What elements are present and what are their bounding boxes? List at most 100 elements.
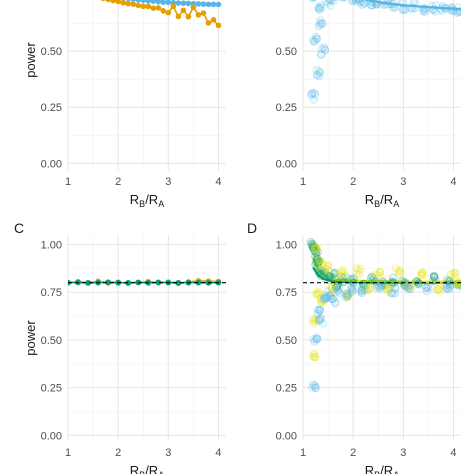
panel-4: 1 2 3 4 0.00 0.25 0.50 0.75 1.00 RB/RA D: [247, 220, 461, 474]
scatter-point: [431, 1, 440, 10]
scatter-point: [310, 314, 319, 323]
y-tick-label: 0.75: [41, 287, 62, 299]
scatter-point: [402, 282, 411, 291]
scatter-point: [328, 294, 337, 303]
scatter-point: [436, 282, 445, 291]
scatter-point: [357, 0, 365, 2]
scatter-point: [375, 282, 384, 291]
scatter-point: [347, 285, 356, 294]
scatter-point: [444, 285, 453, 294]
scatter-point: [359, 0, 368, 6]
scatter-point: [402, 281, 411, 290]
series-3: [68, 279, 222, 286]
scatter-point: [358, 289, 367, 298]
scatter-point: [314, 268, 323, 277]
scatter-point: [313, 248, 322, 257]
scatter-point: [315, 4, 324, 13]
scatter-point: [349, 274, 358, 283]
scatter-point: [315, 72, 324, 81]
fitted-curve: [312, 257, 461, 283]
y-tick-label: 0.50: [276, 46, 297, 58]
scatter-point: [380, 279, 389, 288]
scatter-point: [438, 7, 447, 16]
scatter-point: [343, 293, 352, 302]
scatter-point: [391, 3, 400, 12]
scatter-point: [316, 272, 325, 281]
scatter-point: [316, 314, 325, 323]
scatter-point: [387, 288, 396, 297]
scatter-point: [328, 295, 337, 304]
scatter-point: [311, 252, 320, 261]
series-point: [210, 1, 217, 8]
scatter-point: [324, 266, 333, 275]
scatter-point: [389, 273, 398, 282]
scatter-point: [317, 298, 326, 307]
x-tick-label: 4: [215, 176, 221, 188]
scatter-point: [324, 0, 332, 3]
scatter-point: [314, 258, 323, 267]
scatter-point: [347, 277, 356, 286]
scatter-point: [318, 259, 327, 268]
scatter-point: [325, 0, 334, 4]
scatter-point: [315, 5, 324, 14]
scatter-point: [364, 284, 373, 293]
scatter-point: [383, 0, 392, 6]
scatter-point: [411, 0, 420, 7]
scatter-point: [342, 290, 351, 299]
scatter-point: [316, 270, 325, 279]
scatter-point: [312, 71, 321, 80]
scatter-point: [450, 270, 459, 279]
scatter-point: [384, 285, 393, 294]
scatter-point: [341, 272, 350, 281]
scatter-point: [330, 268, 339, 277]
scatter-point: [447, 4, 456, 13]
scatter-point: [429, 5, 438, 14]
scatter-point: [307, 240, 316, 249]
scatter-point: [366, 0, 375, 3]
scatter-point: [404, 284, 413, 293]
y-tick-label: 0.25: [41, 102, 62, 114]
x-tick-label: 3: [400, 176, 406, 188]
scatter-point: [313, 244, 322, 253]
scatter-point: [315, 256, 324, 265]
scatter-point: [326, 291, 335, 300]
scatter-point: [396, 268, 405, 277]
scatter-point: [311, 384, 320, 393]
x-tick-label: 4: [450, 447, 456, 459]
scatter-point: [439, 3, 448, 12]
scatter-point: [395, 265, 404, 274]
scatter-point: [376, 271, 385, 280]
scatter-point: [443, 284, 452, 293]
scatter-point: [341, 293, 350, 302]
scatter-point: [375, 268, 384, 277]
scatter-point: [410, 4, 419, 13]
scatter-point: [349, 285, 358, 294]
series-point: [175, 0, 182, 6]
y-tick-label: 0.50: [41, 46, 62, 58]
series-point: [180, 0, 187, 7]
scatter-point: [410, 3, 419, 12]
series-point: [85, 280, 91, 286]
scatter-point: [311, 260, 320, 269]
scatter-point: [327, 284, 336, 293]
scatter-point: [308, 380, 317, 389]
scatter-point: [360, 285, 369, 294]
series-point: [130, 1, 137, 7]
scatter-point: [445, 283, 454, 292]
series-point: [155, 279, 162, 286]
scatter-point: [418, 271, 427, 280]
scatter-point: [339, 266, 348, 275]
scatter-point: [327, 283, 336, 292]
scatter-point: [358, 0, 367, 9]
scatter-point: [311, 384, 320, 393]
scatter-point: [422, 287, 431, 296]
scatter-point: [325, 276, 334, 285]
scatter-point: [338, 271, 347, 280]
scatter-point: [376, 284, 385, 293]
scatter-point: [315, 257, 324, 266]
scatter-point: [309, 0, 316, 2]
scatter-point: [310, 243, 319, 252]
x-axis-title-part: /R: [145, 192, 158, 207]
series-point: [115, 0, 121, 5]
scatter-point: [348, 283, 357, 292]
